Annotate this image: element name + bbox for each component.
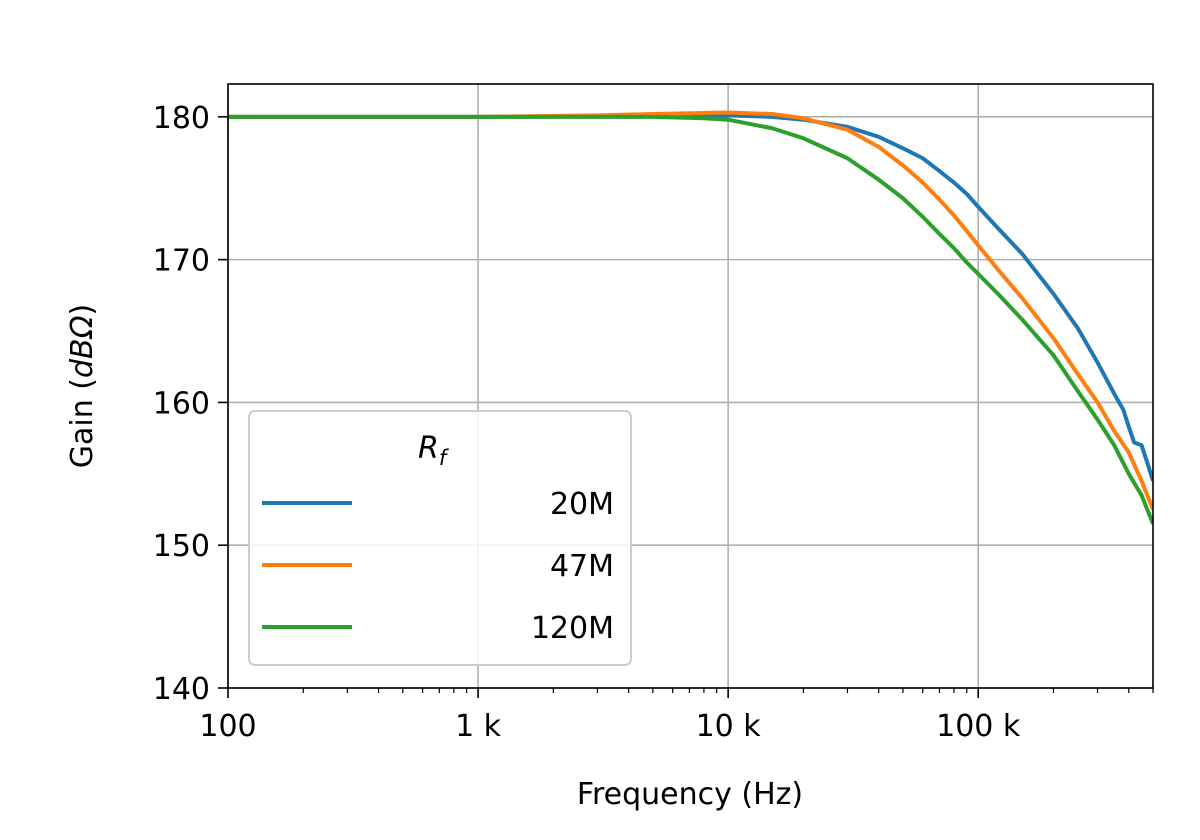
legend-title-main: R <box>418 431 439 466</box>
tick-labels: 100 1 k 10 k 100 k 140 150 160 170 180 <box>153 101 1021 744</box>
y-axis-label: Gain (dBΩ) <box>65 304 100 469</box>
x-tick-label: 100 <box>199 709 256 744</box>
x-tick-label: 1 k <box>455 709 502 744</box>
legend-entries: 20M 47M 120M <box>262 487 614 646</box>
legend-box <box>248 410 632 666</box>
legend: Rf 20M 47M 120M <box>248 410 632 666</box>
y-axis-label-unit: dBΩ <box>65 315 100 378</box>
y-axis-label-close: ) <box>65 304 100 316</box>
series-line-47m <box>228 110 1153 511</box>
legend-title-sub: f <box>439 446 450 470</box>
plot-frame <box>227 83 1154 689</box>
y-tick-label: 170 <box>153 244 210 279</box>
y-axis-label-main: Gain ( <box>65 378 100 468</box>
legend-label-120m: 120M <box>531 611 614 646</box>
x-tick-label: 10 k <box>696 709 762 744</box>
y-tick-label: 180 <box>153 101 210 136</box>
legend-title: Rf <box>418 431 450 470</box>
series-line-120m <box>228 114 1153 525</box>
y-tick-label: 140 <box>153 672 210 707</box>
legend-label-47m: 47M <box>550 549 614 584</box>
series-line-20m <box>228 113 1153 482</box>
x-tick-label: 100 k <box>936 709 1021 744</box>
legend-label-20m: 20M <box>550 487 614 522</box>
axis-ticks <box>218 116 1154 698</box>
x-axis-label: Frequency (Hz) <box>577 777 803 812</box>
series-lines <box>228 110 1153 525</box>
y-tick-label: 160 <box>153 386 210 421</box>
y-tick-label: 150 <box>153 529 210 564</box>
